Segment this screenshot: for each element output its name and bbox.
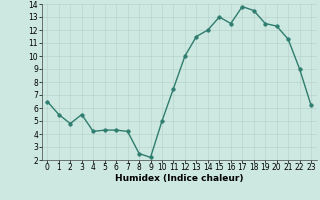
X-axis label: Humidex (Indice chaleur): Humidex (Indice chaleur) (115, 174, 244, 183)
